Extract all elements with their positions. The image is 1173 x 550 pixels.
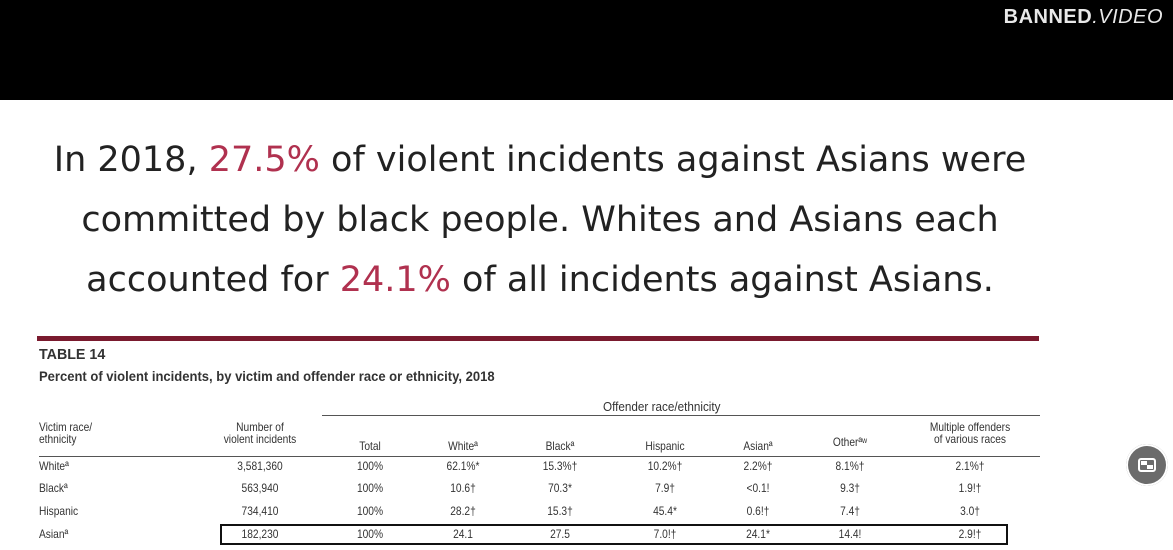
header-total: Total	[359, 439, 381, 453]
row-white-asian: 2.2%†	[743, 459, 773, 473]
row-white-total: 100%	[356, 459, 384, 473]
row-hispanic-hispanic: 45.4*	[653, 504, 677, 518]
row-hispanic-black: 15.3†	[547, 504, 573, 518]
table-title: TABLE 14	[39, 346, 106, 363]
row-white-victim: Whiteª	[39, 459, 69, 473]
header-hispanic: Hispanic	[645, 439, 685, 453]
row-hispanic-number: 734,410	[241, 504, 279, 518]
row-asian-victim: Asianª	[39, 527, 69, 541]
row-black-asian: <0.1!	[746, 481, 770, 495]
header-victim: Victim race/ ethnicity	[39, 420, 93, 446]
row-asian-multiple: 2.9!†	[958, 527, 982, 541]
row-hispanic-victim: Hispanic	[39, 504, 79, 518]
offender-group-header: Offender race/ethnicity	[603, 399, 721, 414]
picture-in-picture-button[interactable]	[1126, 444, 1168, 486]
table-top-rule	[37, 336, 1039, 341]
row-hispanic-multiple: 3.0†	[960, 504, 980, 518]
row-white-number: 3,581,360	[237, 459, 283, 473]
row-hispanic-asian: 0.6!†	[746, 504, 770, 518]
row-hispanic-total: 100%	[356, 504, 384, 518]
header-number: Number of violent incidents	[223, 420, 297, 446]
header-white: Whiteª	[448, 439, 478, 453]
row-black-hispanic: 7.9†	[655, 481, 675, 495]
picture-in-picture-icon	[1138, 458, 1156, 472]
row-black-victim: Blackª	[39, 481, 68, 495]
row-asian-total: 100%	[356, 527, 384, 541]
row-black-black: 70.3*	[548, 481, 572, 495]
header-asian: Asianª	[743, 439, 773, 453]
header-rule	[39, 456, 1040, 457]
row-white-black: 15.3%†	[542, 459, 578, 473]
highlight-percent-2: 24.1%	[339, 260, 451, 300]
headline-line-1: In 2018, 27.5% of violent incidents agai…	[53, 140, 1027, 180]
banned-video-logo: BANNED.VIDEO	[1003, 6, 1163, 28]
group-header-rule	[322, 415, 1040, 416]
row-black-other: 9.3†	[840, 481, 860, 495]
header-other: Otherªʷ	[832, 435, 868, 449]
video-top-bar: BANNED.VIDEO	[0, 0, 1173, 100]
table-subtitle: Percent of violent incidents, by victim …	[39, 368, 495, 384]
highlight-row-box	[220, 524, 1008, 545]
row-white-other: 8.1%†	[835, 459, 865, 473]
row-asian-asian: 24.1*	[746, 527, 770, 541]
row-black-multiple: 1.9!†	[958, 481, 982, 495]
headline-text: In 2018, 27.5% of violent incidents agai…	[0, 130, 1080, 310]
row-white-hispanic: 10.2%†	[647, 459, 683, 473]
row-asian-other: 14.4!	[838, 527, 862, 541]
row-asian-number: 182,230	[241, 527, 279, 541]
row-black-white: 10.6†	[450, 481, 476, 495]
row-asian-white: 24.1	[453, 527, 473, 541]
header-black: Blackª	[545, 439, 575, 453]
row-white-white: 62.1%*	[446, 459, 480, 473]
row-asian-hispanic: 7.0!†	[653, 527, 677, 541]
row-black-total: 100%	[356, 481, 384, 495]
header-multiple: Multiple offenders of various races	[929, 420, 1011, 446]
headline-line-3: accounted for 24.1% of all incidents aga…	[86, 260, 994, 300]
row-hispanic-other: 7.4†	[840, 504, 860, 518]
row-asian-black: 27.5	[550, 527, 570, 541]
highlight-percent-1: 27.5%	[208, 140, 320, 180]
headline-line-2: committed by black people. Whites and As…	[81, 200, 999, 240]
row-white-multiple: 2.1%†	[955, 459, 985, 473]
row-black-number: 563,940	[241, 481, 279, 495]
row-hispanic-white: 28.2†	[450, 504, 476, 518]
